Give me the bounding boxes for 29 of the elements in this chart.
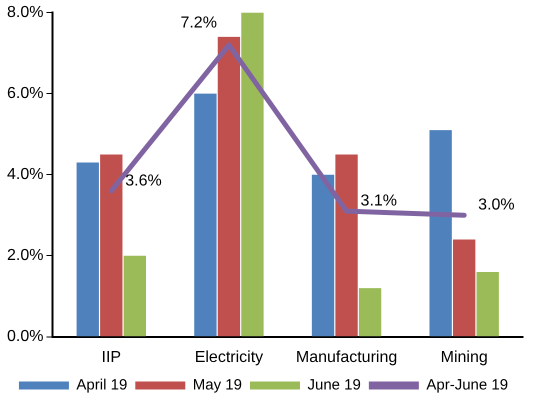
x-tick-label: Mining xyxy=(440,348,488,366)
data-label: 7.2% xyxy=(180,14,217,32)
x-tick-label: IIP xyxy=(102,348,122,366)
legend-label: April 19 xyxy=(76,376,128,394)
y-tick-label: 4.0% xyxy=(7,166,44,184)
legend-label: June 19 xyxy=(307,376,361,394)
y-tick-label: 2.0% xyxy=(7,247,44,264)
legend-label: May 19 xyxy=(192,376,242,394)
x-tick-label: Electricity xyxy=(194,348,264,366)
bar xyxy=(76,162,99,336)
bar xyxy=(312,174,334,336)
bar xyxy=(194,94,217,336)
bar xyxy=(218,36,240,336)
y-tick-label: 6.0% xyxy=(7,85,44,102)
x-tick-label: Manufacturing xyxy=(296,348,398,366)
bar xyxy=(241,12,264,336)
bar xyxy=(358,288,382,336)
legend-label: Apr-June 19 xyxy=(426,376,508,394)
bar xyxy=(100,154,122,336)
bar xyxy=(476,272,499,336)
data-label: 3.0% xyxy=(478,196,515,214)
y-tick-label: 8.0% xyxy=(7,4,44,22)
bar xyxy=(453,240,476,336)
data-label: 3.1% xyxy=(360,192,398,210)
bar xyxy=(429,130,452,336)
bar xyxy=(124,256,146,336)
data-label: 3.6% xyxy=(125,172,162,190)
y-tick-label: 0.0% xyxy=(7,328,44,346)
bar xyxy=(335,154,358,336)
